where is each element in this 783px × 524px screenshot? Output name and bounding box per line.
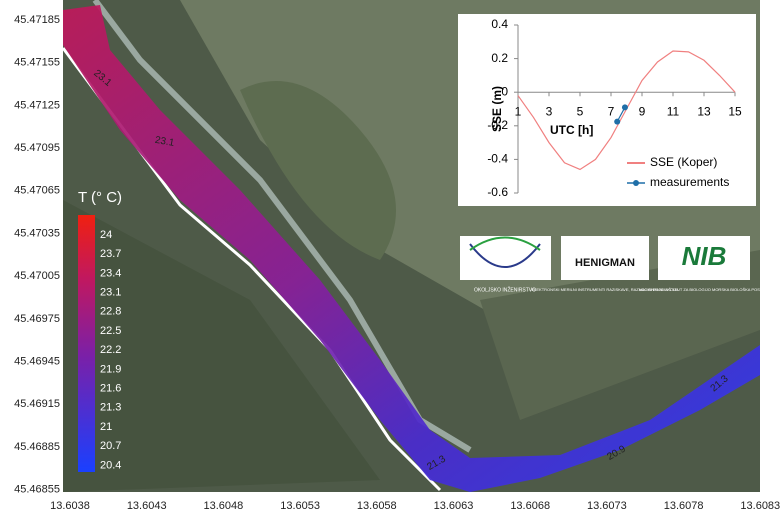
y-tick-label: 0 [501,84,508,98]
colorbar-title: T (° C) [78,189,122,206]
lat-tick-label: 45.47005 [14,270,60,282]
lat-tick-label: 45.47095 [14,142,60,154]
lat-tick-label: 45.47125 [14,99,60,111]
legend-label: SSE (Koper) [650,155,717,169]
colorbar-label: 20.4 [100,459,121,471]
colorbar-label: 22.5 [100,325,121,337]
lon-tick-label: 13.6048 [204,500,244,512]
lat-tick-label: 45.47185 [14,14,60,26]
y-tick-label: -0.2 [487,118,508,132]
colorbar [78,215,95,472]
y-tick-label: 0.4 [491,17,508,31]
x-tick-label: 9 [639,104,646,118]
colorbar-label: 24 [100,229,112,241]
lon-tick-label: 13.6068 [510,500,550,512]
logo-subtitle: NACIONALNI INŠTITUT ZA BIOLOGIJO MORSKA … [639,287,770,292]
x-axis-label: UTC [h] [550,123,593,137]
colorbar-label: 21.3 [100,402,121,414]
lon-tick-label: 13.6043 [127,500,167,512]
logo-name: NIB [682,241,727,271]
lat-tick-label: 45.46945 [14,356,60,368]
colorbar-label: 22.8 [100,306,121,318]
lat-tick-label: 45.46915 [14,398,60,410]
lat-tick-label: 45.46975 [14,313,60,325]
x-tick-label: 11 [667,104,680,118]
logo-name: HENIGMAN [575,257,635,269]
lon-tick-label: 13.6073 [587,500,627,512]
lat-tick-label: 45.47065 [14,185,60,197]
lat-tick-label: 45.47155 [14,57,60,69]
lon-tick-label: 13.6083 [740,500,780,512]
colorbar-label: 22.2 [100,344,121,356]
lon-tick-label: 13.6058 [357,500,397,512]
colorbar-label: 23.4 [100,267,121,279]
logos: OKOLJSKO INŽENIRSTVO HENIGMAN ELEKTRONSKI … [460,236,770,293]
inset-panel [458,14,756,206]
x-tick-label: 13 [697,104,711,118]
x-tick-label: 5 [577,104,584,118]
colorbar-label: 23.1 [100,287,121,299]
colorbar-label: 20.7 [100,440,121,452]
measurement-point [614,118,621,125]
y-tick-label: 0.2 [491,51,508,65]
lon-tick-label: 13.6038 [50,500,90,512]
lon-tick-label: 13.6053 [280,500,320,512]
lat-tick-label: 45.46855 [14,484,60,496]
y-axis-label: SSE (m) [490,86,504,132]
logo-subtitle: ELEKTRONSKI MERILNI INSTRUMENTI RAZISKAV… [531,287,678,292]
contour-label: 23.1 [154,135,176,149]
y-tick-label: -0.4 [487,152,508,166]
logo-name: OKOLJSKO INŽENIRSTVO [474,285,536,293]
lat-tick-label: 45.46885 [14,441,60,453]
lat-tick-label: 45.47035 [14,227,60,239]
y-tick-label: -0.6 [487,185,508,199]
colorbar-label: 21.6 [100,383,121,395]
colorbar-label: 21 [100,421,112,433]
legend-swatch [633,180,639,186]
legend-label: measurements [650,175,729,189]
x-tick-label: 15 [728,104,742,118]
x-tick-label: 1 [515,104,522,118]
x-tick-label: 3 [546,104,553,118]
colorbar-label: 23.7 [100,248,121,260]
colorbar-label: 21.9 [100,363,121,375]
lon-tick-label: 13.6063 [434,500,474,512]
x-tick-label: 7 [608,104,615,118]
measurement-point [621,104,628,111]
lon-tick-label: 13.6078 [664,500,704,512]
